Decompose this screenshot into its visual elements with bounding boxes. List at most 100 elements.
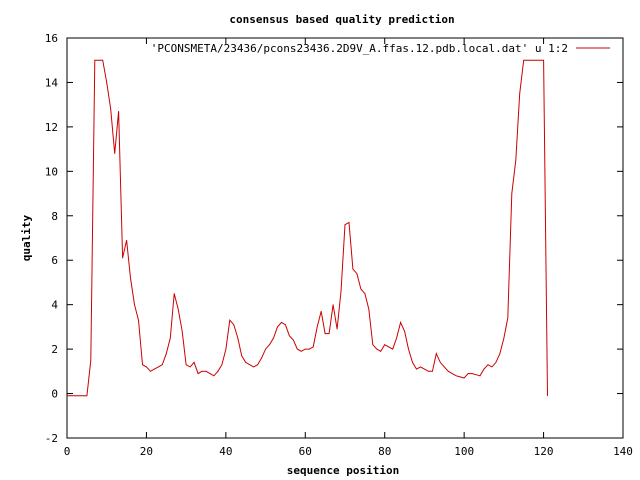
data-point [503, 337, 505, 339]
data-point [146, 366, 147, 368]
data-point [388, 346, 390, 348]
data-point [90, 359, 92, 361]
data-point [70, 395, 72, 397]
y-tick-label: 16 [45, 32, 58, 45]
data-point [153, 368, 155, 370]
y-tick-label: 0 [51, 388, 58, 401]
data-point [273, 337, 274, 339]
data-point [495, 362, 497, 363]
data-point [249, 364, 251, 366]
data-point [511, 193, 513, 194]
data-point [308, 348, 310, 350]
data-point [515, 159, 517, 161]
data-point [523, 59, 525, 61]
data-point [213, 375, 215, 377]
data-point [372, 344, 374, 346]
data-point [245, 362, 247, 363]
data-point [281, 322, 282, 323]
data-point [420, 366, 421, 368]
data-point [98, 59, 100, 61]
chart-title: consensus based quality prediction [229, 13, 454, 26]
data-point [142, 364, 143, 366]
y-tick-label: 8 [51, 210, 58, 223]
data-point [78, 395, 80, 397]
data-point [479, 375, 481, 377]
data-point [229, 319, 231, 321]
data-point [320, 310, 322, 312]
y-tick-label: 12 [45, 121, 58, 134]
data-point [392, 348, 394, 350]
data-point [138, 319, 139, 321]
data-point [253, 366, 255, 368]
data-point [424, 368, 425, 370]
data-point [467, 373, 469, 374]
data-point [134, 304, 135, 306]
data-point [177, 308, 179, 310]
data-point [539, 59, 540, 61]
data-point [197, 373, 199, 374]
data-point [296, 348, 298, 350]
data-point [82, 395, 84, 397]
legend-label: 'PCONSMETA/23436/pcons23436.2D9V_A.ffas.… [151, 42, 568, 55]
y-tick-label: 2 [51, 343, 58, 356]
data-point [431, 370, 433, 372]
data-point [157, 366, 159, 368]
data-point [483, 368, 485, 370]
data-point [336, 328, 338, 330]
data-point [348, 222, 350, 223]
data-point [233, 324, 235, 326]
data-point [507, 317, 509, 319]
data-point [261, 357, 262, 359]
data-point [451, 373, 453, 374]
data-point [328, 333, 330, 334]
x-axis: 0 20 40 60 80 100 120 140 [64, 38, 633, 458]
x-axis-label: sequence position [287, 464, 400, 477]
plot-area [66, 37, 624, 439]
data-point [443, 366, 445, 368]
x-tick-label: 60 [299, 445, 312, 458]
data-point [463, 377, 465, 379]
x-tick-label: 40 [219, 445, 232, 458]
data-point [126, 239, 127, 241]
y-tick-label: -2 [45, 432, 58, 445]
data-point [487, 364, 489, 366]
data-point [110, 108, 112, 110]
data-point [241, 355, 243, 357]
data-point [118, 110, 120, 112]
data-point [356, 273, 358, 274]
data-point [384, 344, 386, 346]
data-point [332, 304, 334, 306]
data-point [499, 353, 501, 354]
data-point [181, 330, 183, 332]
data-point [165, 353, 167, 354]
data-point [435, 353, 437, 354]
data-point [312, 346, 314, 348]
data-point [300, 350, 302, 352]
y-tick-label: 4 [51, 299, 58, 312]
data-point [368, 308, 370, 310]
series-line [67, 59, 548, 397]
data-point [122, 257, 123, 259]
data-point [324, 333, 326, 334]
data-point [201, 370, 203, 372]
data-point [289, 335, 290, 337]
legend: 'PCONSMETA/23436/pcons23436.2D9V_A.ffas.… [151, 42, 610, 55]
x-tick-label: 140 [613, 445, 633, 458]
data-point [217, 370, 219, 372]
plot-frame [66, 37, 624, 439]
data-point [535, 59, 537, 61]
data-point [74, 395, 76, 397]
data-point [543, 59, 544, 61]
data-point [205, 370, 207, 372]
data-point [161, 364, 163, 366]
x-tick-label: 20 [140, 445, 153, 458]
data-point [396, 337, 398, 339]
data-point [209, 373, 211, 374]
data-point [531, 59, 533, 61]
data-point [471, 373, 473, 374]
y-tick-label: 10 [45, 165, 58, 178]
data-point [344, 224, 346, 226]
data-point [292, 339, 294, 341]
data-point [400, 322, 401, 323]
